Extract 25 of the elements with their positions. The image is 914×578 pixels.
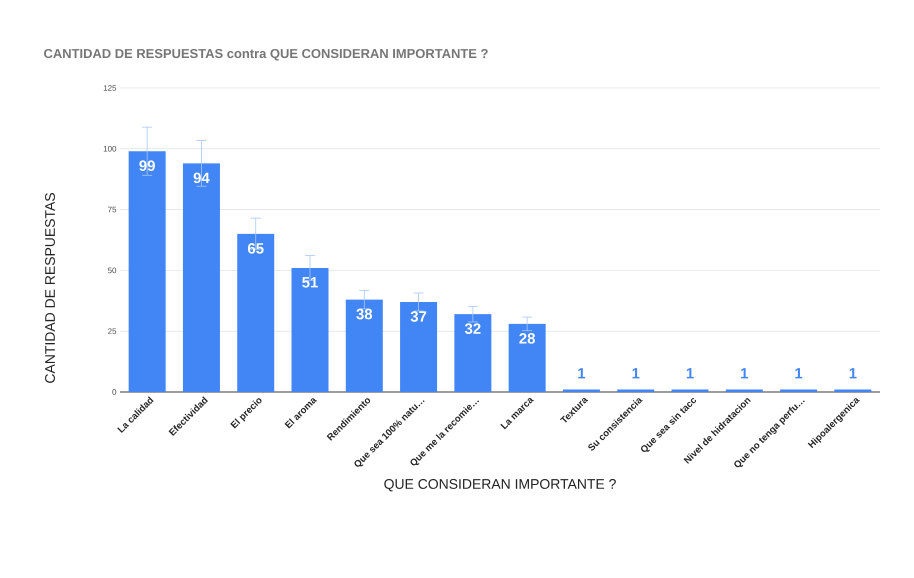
data-label: 1 xyxy=(632,368,640,378)
bar xyxy=(292,268,329,392)
data-label: 28 xyxy=(519,333,535,344)
data-label: 99 xyxy=(139,160,155,171)
data-label: 65 xyxy=(248,243,264,254)
y-axis-title: CANTIDAD DE RESPUESTAS xyxy=(45,193,55,383)
bar xyxy=(454,314,492,392)
chart-title: CANTIDAD DE RESPUESTAS contra QUE CONSIDERAN IMPORTANTE ? xyxy=(44,48,488,61)
data-label: 1 xyxy=(686,368,694,378)
data-label: 1 xyxy=(741,368,748,378)
bar xyxy=(508,324,546,392)
bar xyxy=(128,151,166,392)
data-label: 1 xyxy=(578,368,586,378)
bar xyxy=(182,163,220,392)
data-label: 1 xyxy=(795,368,802,378)
data-label: 32 xyxy=(464,323,481,334)
data-label: 51 xyxy=(302,277,318,288)
data-label: 38 xyxy=(356,308,372,320)
bar xyxy=(400,302,438,392)
bar xyxy=(237,234,274,392)
data-label: 37 xyxy=(410,311,426,322)
data-label: 1 xyxy=(850,368,857,378)
bar xyxy=(346,300,383,392)
data-label: 94 xyxy=(194,172,210,184)
x-axis-title: QUE CONSIDERAN IMPORTANTE ? xyxy=(384,479,616,492)
